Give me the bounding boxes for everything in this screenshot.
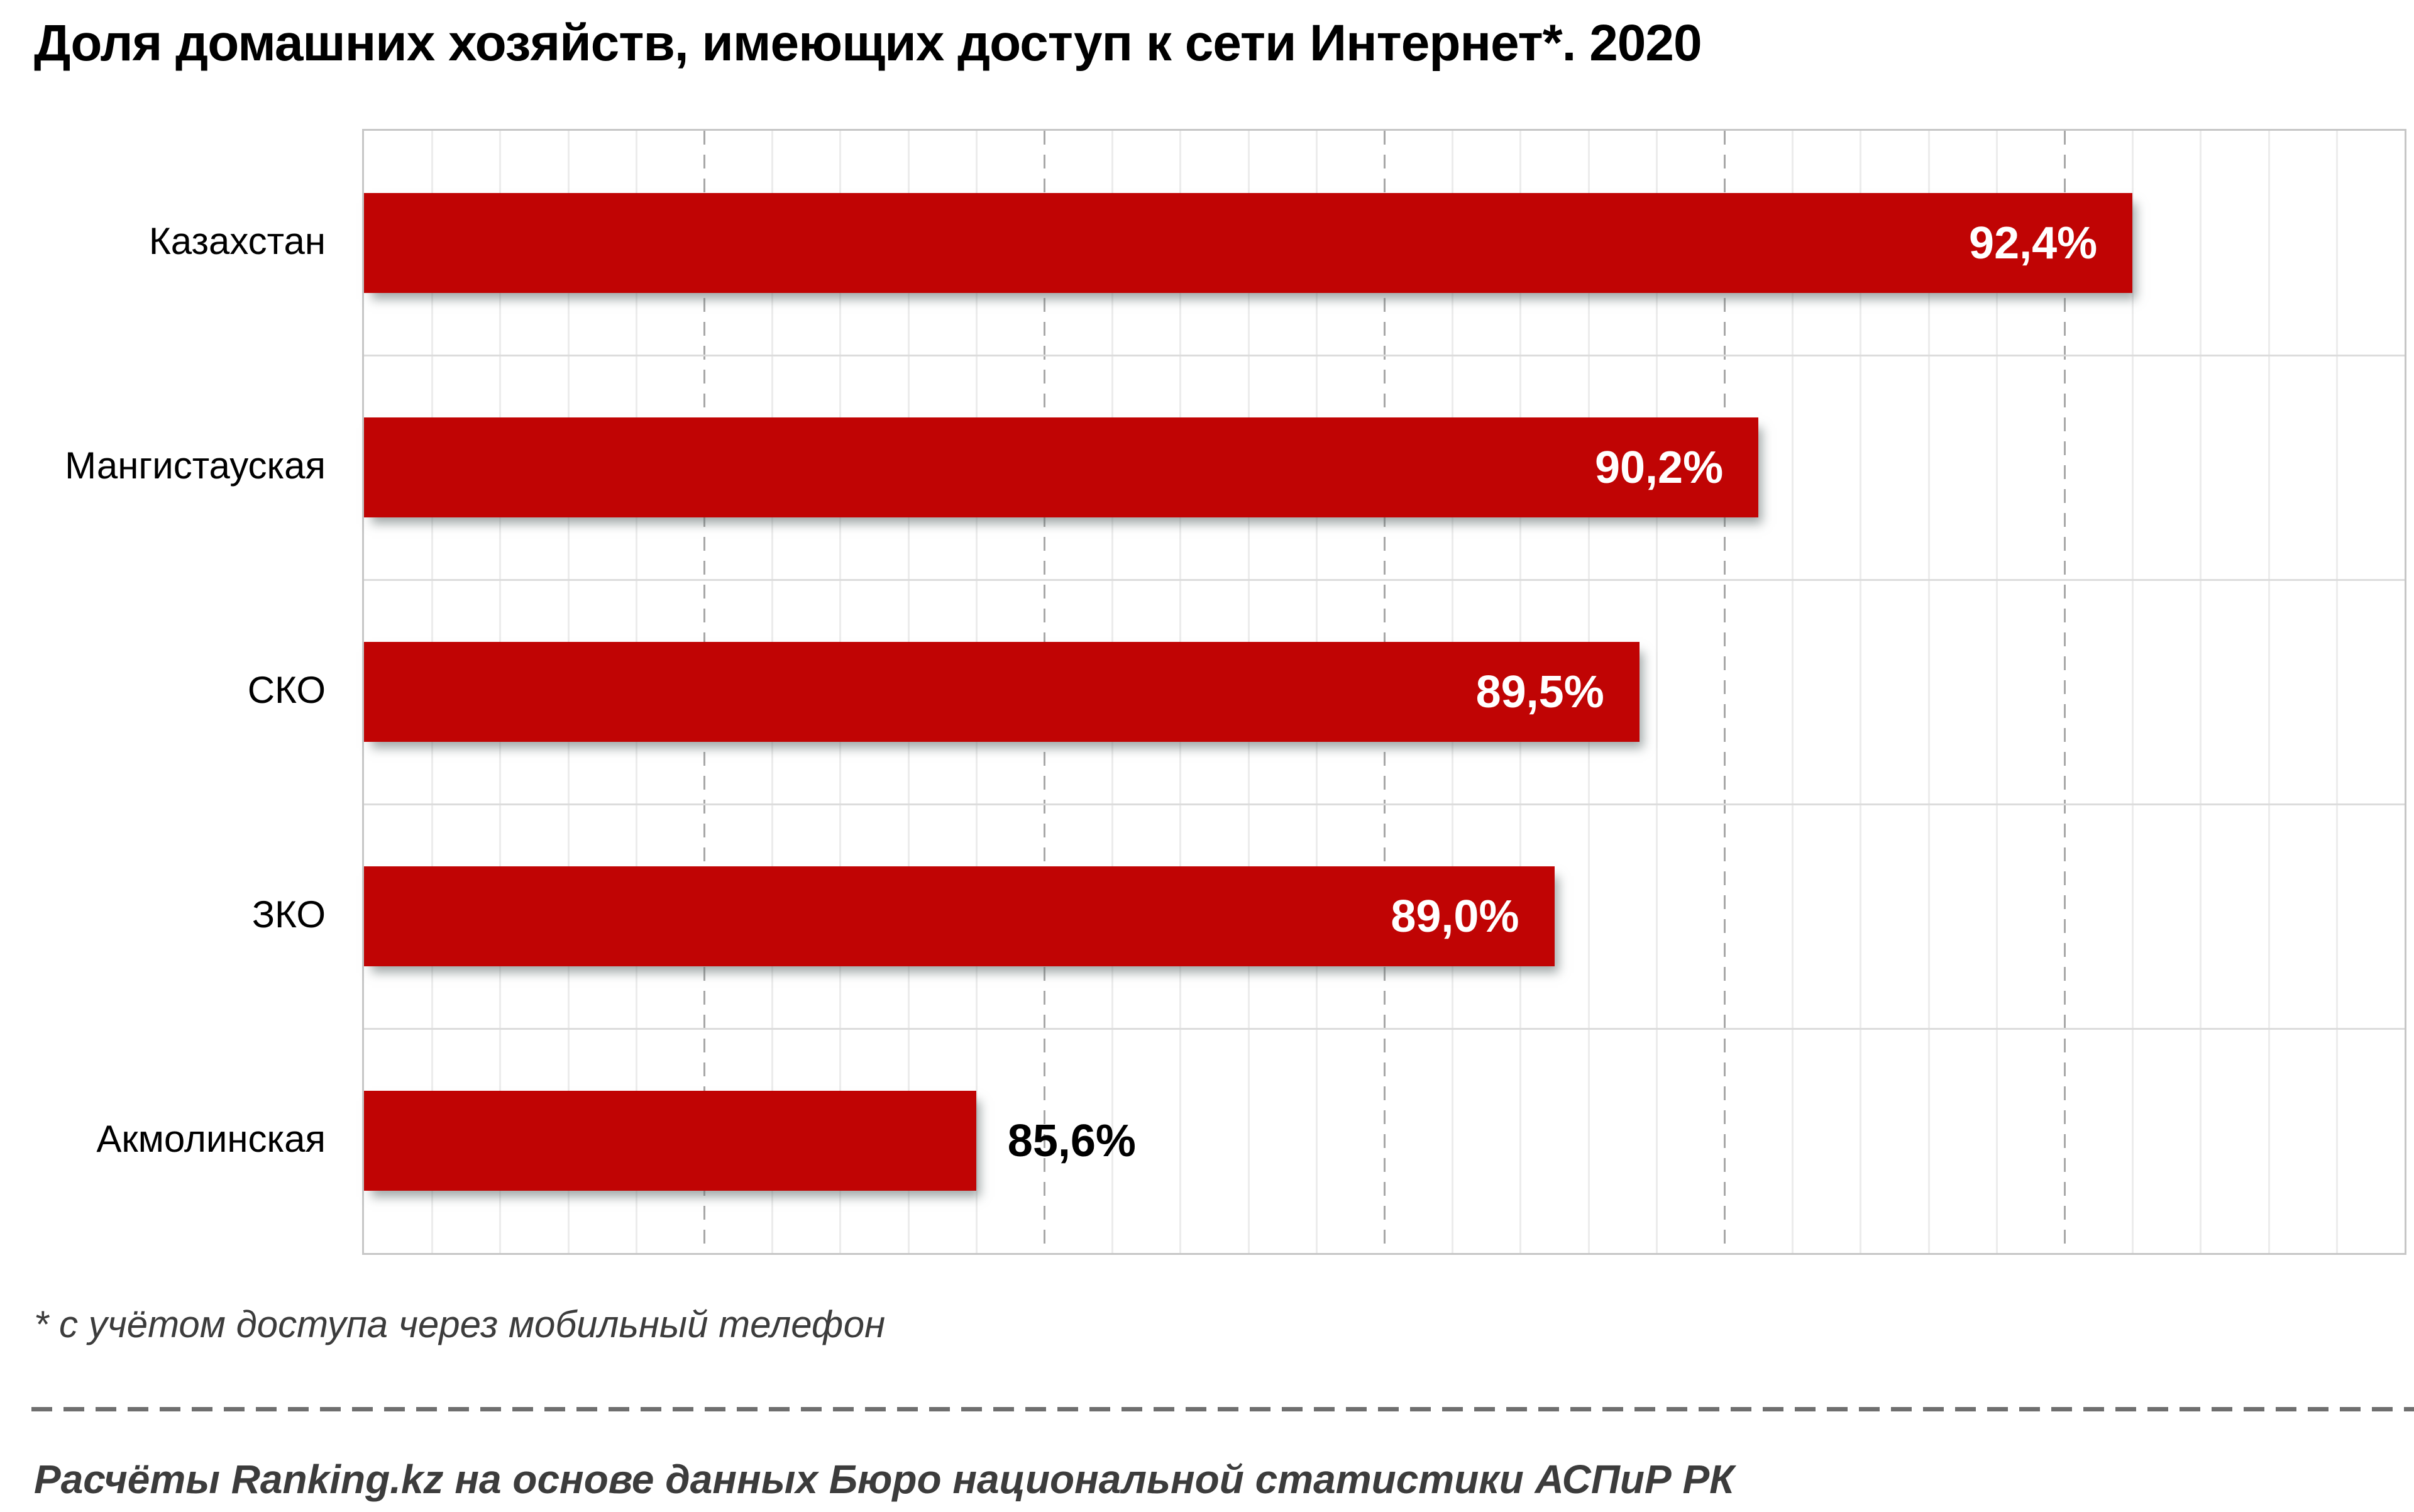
footnote: * с учётом доступа через мобильный телеф… bbox=[34, 1303, 886, 1345]
category-label: Казахстан bbox=[148, 220, 326, 262]
bar: 92,4% bbox=[364, 193, 2133, 293]
category-label: ЗКО bbox=[251, 893, 326, 935]
gridline-minor bbox=[1860, 131, 1862, 1253]
bar-value-label: 90,2% bbox=[1594, 442, 1724, 493]
plot-area: 92,4% 90,2% 89,5% 89,0% 85,6% bbox=[362, 129, 2406, 1255]
category-axis: Казахстан Мангистауская СКО ЗКО Акмолинская bbox=[0, 129, 326, 1251]
bar: 89,0% bbox=[364, 866, 1555, 966]
row-separator bbox=[364, 355, 2405, 356]
row-separator bbox=[364, 1028, 2405, 1030]
gridline-minor bbox=[2335, 131, 2338, 1253]
gridline-minor bbox=[1655, 131, 1658, 1253]
row-separator bbox=[364, 803, 2405, 805]
dashed-divider bbox=[31, 1407, 2414, 1411]
gridline-minor bbox=[2132, 131, 2134, 1253]
source-credit: Расчёты Ranking.kz на основе данных Бюро… bbox=[34, 1457, 1734, 1502]
gridline-major bbox=[2064, 131, 2066, 1253]
bar-value-label: 85,6% bbox=[1007, 1115, 1136, 1166]
gridline-minor bbox=[1995, 131, 1998, 1253]
gridline-minor bbox=[1792, 131, 1794, 1253]
bar-value-label: 89,5% bbox=[1475, 666, 1604, 717]
bar: 89,5% bbox=[364, 642, 1640, 742]
gridline-minor bbox=[2200, 131, 2202, 1253]
bar bbox=[364, 1091, 976, 1191]
gridline-major bbox=[1724, 131, 1726, 1253]
chart-title: Доля домашних хозяйств, имеющих доступ к… bbox=[34, 14, 1702, 72]
category-label: Мангистауская bbox=[65, 444, 326, 487]
category-label: Акмолинская bbox=[96, 1118, 326, 1160]
category-label: СКО bbox=[247, 669, 326, 711]
gridline-minor bbox=[1927, 131, 1930, 1253]
bar-value-label: 89,0% bbox=[1391, 891, 1519, 942]
row-separator bbox=[364, 579, 2405, 581]
bar-value-label: 92,4% bbox=[1969, 218, 2098, 268]
gridline-minor bbox=[2268, 131, 2270, 1253]
bar: 90,2% bbox=[364, 417, 1759, 517]
